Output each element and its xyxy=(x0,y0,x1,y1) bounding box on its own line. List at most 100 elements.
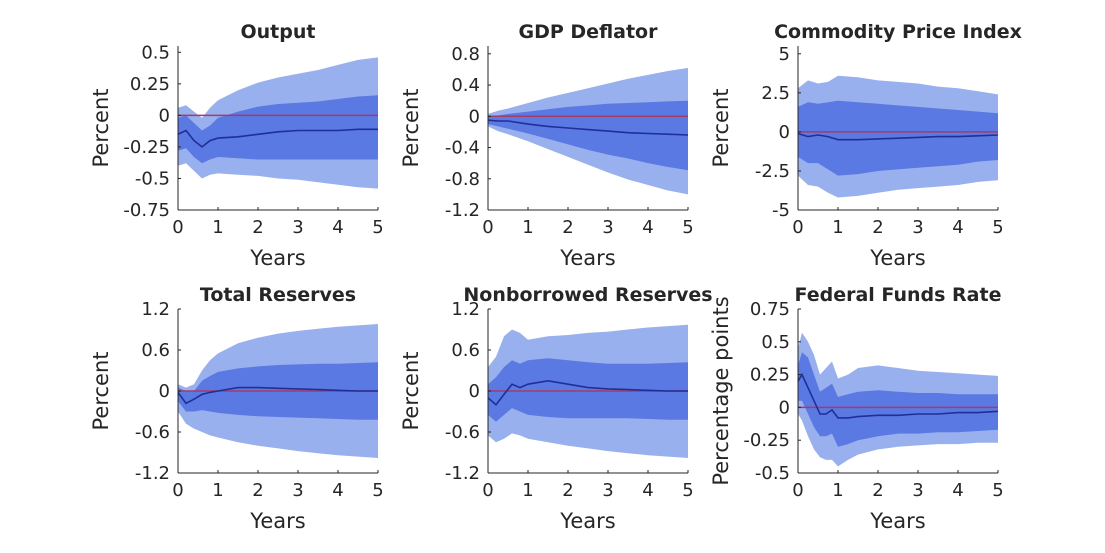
y-tick-label: -2.5 xyxy=(755,161,790,182)
chart-panel-2: 0 1 2 3 4 5 0.8 0.4 0 -0.4 -0.8 -1.2 GDP Deflator Yea… xyxy=(399,21,694,270)
y-tick-label: 0.6 xyxy=(141,340,170,361)
x-tick-label: 1 xyxy=(832,217,843,238)
y-tick-label: 1.2 xyxy=(141,299,170,320)
panel-title: GDP Deflator xyxy=(519,21,659,43)
y-tick-label: -0.75 xyxy=(123,200,170,221)
y-tick-label: 0 xyxy=(159,105,170,126)
y-tick-label: 5 xyxy=(779,44,790,65)
plot-area xyxy=(488,67,688,195)
y-tick-label: 0 xyxy=(469,106,480,127)
y-tick-label: 0 xyxy=(779,397,790,418)
median-response-line xyxy=(488,119,688,136)
y-tick-label: -0.5 xyxy=(135,168,170,189)
x-tick-label: 2 xyxy=(872,217,883,238)
chart-panel-5: 0 1 2 3 4 5 1.2 0.6 0 -0.6 -1.2 Nonborrowed Reserve… xyxy=(399,284,713,533)
plot-area xyxy=(178,324,378,458)
panel-title: Federal Funds Rate xyxy=(795,284,1002,306)
chart-panel-6: 0 1 2 3 4 5 0.75 0.5 0.25 0 -0.25 -0.5 Federal Funds… xyxy=(709,284,1004,533)
x-tick-label: 4 xyxy=(332,480,343,501)
x-tick-label: 2 xyxy=(252,480,263,501)
y-tick-label: -0.25 xyxy=(123,137,170,158)
y-tick-label: -0.4 xyxy=(445,138,480,159)
y-tick-label: 0.8 xyxy=(451,44,480,65)
inner-confidence-band xyxy=(488,358,688,422)
y-tick-label: -0.25 xyxy=(743,430,790,451)
x-tick-label: 1 xyxy=(522,480,533,501)
x-tick-label: 0 xyxy=(792,480,803,501)
x-axis-label: Years xyxy=(249,246,305,270)
y-tick-label: 0.5 xyxy=(141,42,170,63)
y-tick-label: -1.2 xyxy=(445,200,480,221)
x-tick-label: 3 xyxy=(912,480,923,501)
plot-area xyxy=(798,332,998,467)
y-tick-label: -0.8 xyxy=(445,169,480,190)
y-tick-label: 0.5 xyxy=(761,332,790,353)
y-tick-label: 0.6 xyxy=(451,340,480,361)
x-axis-label: Years xyxy=(869,509,925,533)
x-tick-label: 1 xyxy=(212,217,223,238)
y-axis-label: Percent xyxy=(89,88,113,167)
y-tick-label: 0 xyxy=(779,122,790,143)
x-tick-label: 3 xyxy=(602,480,613,501)
y-tick-label: 0 xyxy=(469,381,480,402)
x-tick-label: 3 xyxy=(292,217,303,238)
y-axis-label: Percent xyxy=(89,351,113,430)
x-tick-label: 5 xyxy=(372,480,383,501)
x-tick-label: 4 xyxy=(952,480,963,501)
chart-panel-4: 0 1 2 3 4 5 1.2 0.6 0 -0.6 -1.2 Total Reserves Years… xyxy=(89,284,384,533)
y-axis-label: Percent xyxy=(399,351,423,430)
chart-panel-3: 0 1 2 3 4 5 5 2.5 0 -2.5 -5 Commodity Price Index Ye… xyxy=(709,21,1022,270)
y-tick-label: 0.75 xyxy=(750,299,790,320)
y-tick-label: -5 xyxy=(772,200,790,221)
x-axis-label: Years xyxy=(249,509,305,533)
x-tick-label: 3 xyxy=(912,217,923,238)
x-tick-label: 0 xyxy=(482,480,493,501)
y-axis-label: Percent xyxy=(709,88,733,167)
median-response-line xyxy=(488,379,688,406)
x-axis-label: Years xyxy=(559,509,615,533)
panel-title: Commodity Price Index xyxy=(774,21,1022,43)
x-tick-label: 5 xyxy=(992,217,1003,238)
inner-confidence-band xyxy=(488,100,688,171)
x-tick-label: 5 xyxy=(682,480,693,501)
panel-title: Output xyxy=(241,21,316,43)
x-tick-label: 0 xyxy=(792,217,803,238)
y-tick-label: 0.25 xyxy=(130,74,170,95)
x-tick-label: 4 xyxy=(952,217,963,238)
panel-title: Nonborrowed Reserves xyxy=(463,284,712,306)
y-tick-label: 0.25 xyxy=(750,365,790,386)
plot-area xyxy=(798,75,998,198)
y-axis-label: Percent xyxy=(399,88,423,167)
x-tick-label: 3 xyxy=(602,217,613,238)
x-tick-label: 2 xyxy=(252,217,263,238)
x-tick-label: 5 xyxy=(682,217,693,238)
x-tick-label: 0 xyxy=(482,217,493,238)
x-tick-label: 0 xyxy=(172,217,183,238)
y-tick-label: -0.5 xyxy=(755,463,790,484)
y-tick-label: -1.2 xyxy=(135,463,170,484)
x-tick-label: 3 xyxy=(292,480,303,501)
inner-confidence-band xyxy=(178,95,378,164)
x-tick-label: 4 xyxy=(642,217,653,238)
y-tick-label: -1.2 xyxy=(445,463,480,484)
panel-title: Total Reserves xyxy=(200,284,356,306)
x-tick-label: 5 xyxy=(992,480,1003,501)
x-axis-label: Years xyxy=(559,246,615,270)
inner-confidence-band xyxy=(798,352,998,447)
x-tick-label: 1 xyxy=(832,480,843,501)
x-tick-label: 1 xyxy=(522,217,533,238)
x-tick-label: 5 xyxy=(372,217,383,238)
y-tick-label: 1.2 xyxy=(451,299,480,320)
median-response-line xyxy=(798,132,998,141)
plot-area xyxy=(488,324,688,458)
x-tick-label: 2 xyxy=(562,217,573,238)
x-tick-label: 4 xyxy=(642,480,653,501)
x-tick-label: 4 xyxy=(332,217,343,238)
median-response-line xyxy=(178,128,378,148)
plot-area xyxy=(178,57,378,189)
x-axis-label: Years xyxy=(869,246,925,270)
x-tick-label: 2 xyxy=(562,480,573,501)
x-tick-label: 1 xyxy=(212,480,223,501)
x-tick-label: 2 xyxy=(872,480,883,501)
